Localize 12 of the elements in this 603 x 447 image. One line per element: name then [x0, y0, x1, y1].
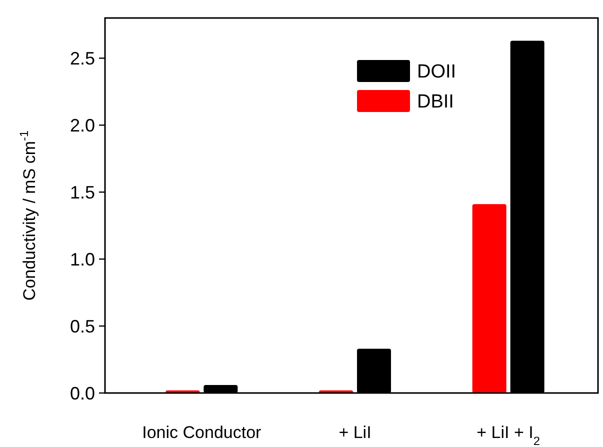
y-tick-label: 2.0: [70, 115, 95, 136]
y-tick-label: 2.5: [70, 48, 95, 68]
legend-label: DBII: [417, 92, 454, 113]
bar: [472, 204, 506, 393]
y-tick-label: 1.0: [70, 249, 95, 270]
legend-label: DOII: [417, 62, 456, 83]
y-tick-label: 1.5: [70, 182, 95, 202]
x-tick-label: + LiI: [338, 423, 372, 442]
x-tick-label: Ionic Conductor: [142, 423, 262, 442]
y-tick-label: 0.0: [70, 383, 95, 404]
x-tick-label: + LiI + I$_{2}$: [476, 423, 540, 447]
y-tick-label: 0.5: [70, 316, 95, 336]
